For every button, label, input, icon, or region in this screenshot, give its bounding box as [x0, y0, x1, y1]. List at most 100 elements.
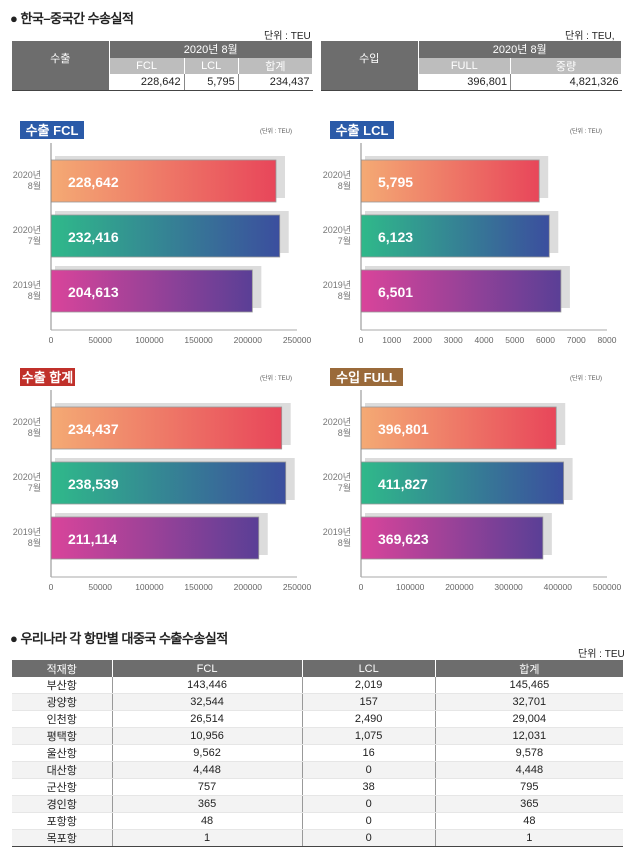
hdr-total: 합계 [238, 57, 314, 74]
category-label: 7월 [338, 235, 351, 246]
table-row: 평택항 10,956 1,075 12,031 [12, 727, 623, 745]
tick-label: 8000 [598, 335, 617, 345]
bar [50, 159, 277, 203]
tick-label: 100000 [135, 582, 164, 592]
table-cell: 0 [302, 812, 436, 830]
category-label: 8월 [338, 537, 351, 548]
chart-export-total: 수출 합계 (단위 : TEU)234,4372020년8월238,5392020… [13, 368, 312, 592]
bar-value-label: 5,795 [378, 174, 413, 190]
table-cell: 795 [435, 778, 623, 796]
chart-unit: (단위 : TEU) [570, 127, 602, 135]
bar [50, 214, 281, 258]
tick-label: 6000 [536, 335, 555, 345]
table-cell: 29,004 [435, 710, 623, 728]
section2-unit: 단위 : TEU [578, 649, 625, 660]
tick-label: 250000 [283, 582, 312, 592]
table-cell: 12,031 [435, 727, 623, 745]
col-lcl: LCL [302, 660, 436, 677]
tick-label: 250000 [283, 335, 312, 345]
bar-value-label: 204,613 [68, 284, 119, 300]
table-cell: 365 [112, 795, 303, 813]
tick-label: 0 [359, 335, 364, 345]
table-cell: 4,448 [112, 761, 303, 779]
category-label: 8월 [28, 180, 41, 191]
category-label: 8월 [28, 427, 41, 438]
bar [360, 516, 544, 560]
import-row-label: 수입 [321, 41, 419, 74]
chart-export-lcl: 수출 LCL (단위 : TEU)5,7952020년8월6,1232020년7월… [323, 121, 617, 345]
bar [360, 461, 565, 505]
category-label: 2020년 [13, 225, 41, 235]
table-cell: 2,019 [302, 677, 436, 694]
category-label: 7월 [338, 482, 351, 493]
table-cell: 인천항 [12, 710, 113, 728]
table-cell: 26,514 [112, 710, 303, 728]
tick-label: 150000 [184, 335, 213, 345]
category-label: 8월 [28, 290, 41, 301]
category-label: 2019년 [323, 280, 351, 290]
table-cell: 1 [435, 829, 623, 847]
table-cell: 10,956 [112, 727, 303, 745]
tick-label: 0 [359, 582, 364, 592]
tick-label: 300000 [494, 582, 523, 592]
category-label: 2020년 [323, 472, 351, 482]
export-unit: 단위 : TEU [264, 31, 311, 42]
table-cell: 48 [112, 812, 303, 830]
bar-value-label: 232,416 [68, 229, 119, 245]
table-cell: 0 [302, 829, 436, 847]
title-badge [330, 368, 403, 386]
tick-label: 50000 [88, 582, 112, 592]
table-cell: 9,578 [435, 744, 623, 762]
table-cell: 0 [302, 761, 436, 779]
import-period: 2020년 8월 [418, 41, 622, 58]
tick-label: 4000 [475, 335, 494, 345]
val-weight: 4,821,326 [510, 74, 622, 91]
title-badge [20, 121, 84, 139]
section2-title: ● 우리나라 각 항만별 대중국 수출수송실적 [10, 631, 228, 646]
val-total: 234,437 [238, 74, 313, 91]
table-row: 포항항 48 0 48 [12, 812, 623, 830]
chart-title: 수출 합계 [22, 370, 73, 385]
chart-unit: (단위 : TEU) [260, 127, 292, 135]
table-row: 광양항 32,544 157 32,701 [12, 693, 623, 711]
col-fcl: FCL [112, 660, 303, 677]
tick-label: 150000 [184, 582, 213, 592]
table-cell: 광양항 [12, 693, 113, 711]
table-cell: 32,544 [112, 693, 303, 711]
import-summary-table: 수입 2020년 8월 FULL 중량 396,801 4,821,326 [321, 41, 622, 91]
table-row: 목포항 1 0 1 [12, 829, 623, 847]
category-label: 2020년 [323, 417, 351, 427]
table-cell: 16 [302, 744, 436, 762]
table-cell: 38 [302, 778, 436, 796]
table-cell: 군산항 [12, 778, 113, 796]
category-label: 7월 [28, 482, 41, 493]
export-period: 2020년 8월 [109, 41, 313, 58]
table-row: 군산항 757 38 795 [12, 778, 623, 796]
val-fcl: 228,642 [109, 74, 185, 91]
title-badge [20, 368, 75, 386]
table-cell: 평택항 [12, 727, 113, 745]
bar-value-label: 238,539 [68, 476, 119, 492]
tick-label: 200000 [445, 582, 474, 592]
tick-label: 100000 [135, 335, 164, 345]
table-cell: 32,701 [435, 693, 623, 711]
bar [360, 214, 550, 258]
table-row: 경인항 365 0 365 [12, 795, 623, 813]
tick-label: 3000 [444, 335, 463, 345]
bar-value-label: 396,801 [378, 421, 429, 437]
tick-label: 2000 [413, 335, 432, 345]
tick-label: 200000 [234, 582, 263, 592]
table-cell: 1 [112, 829, 303, 847]
hdr-fcl: FCL [109, 57, 185, 74]
table-row: 울산항 9,562 16 9,578 [12, 744, 623, 762]
bar [50, 461, 287, 505]
title-badge [330, 121, 394, 139]
category-label: 2020년 [323, 225, 351, 235]
tick-label: 100000 [396, 582, 425, 592]
port-table: 적재항 FCL LCL 합계 부산항 143,446 2,019 145,465 광양항… [12, 660, 623, 847]
col-port: 적재항 [12, 660, 113, 677]
tick-label: 400000 [544, 582, 573, 592]
table-cell: 0 [302, 795, 436, 813]
table-cell: 365 [435, 795, 623, 813]
category-label: 2020년 [13, 472, 41, 482]
